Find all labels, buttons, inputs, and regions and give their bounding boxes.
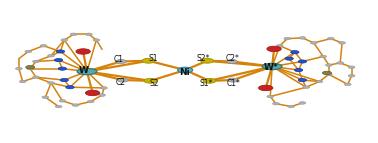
Circle shape	[40, 44, 47, 47]
Text: Ni: Ni	[180, 68, 190, 77]
Circle shape	[201, 58, 214, 63]
Text: C1*: C1*	[227, 79, 240, 88]
Circle shape	[99, 94, 105, 96]
Text: S2*: S2*	[197, 54, 210, 63]
Circle shape	[299, 37, 306, 39]
Circle shape	[325, 73, 332, 76]
Circle shape	[339, 42, 345, 44]
Text: S2: S2	[149, 79, 159, 88]
Circle shape	[337, 62, 344, 64]
Circle shape	[227, 59, 237, 63]
Circle shape	[33, 76, 39, 79]
Circle shape	[56, 50, 65, 53]
Circle shape	[101, 87, 107, 89]
Circle shape	[85, 90, 100, 96]
Circle shape	[76, 49, 90, 54]
Circle shape	[144, 78, 157, 83]
Circle shape	[320, 55, 327, 58]
Circle shape	[267, 95, 274, 98]
Text: C2*: C2*	[226, 54, 239, 63]
Circle shape	[116, 59, 126, 63]
Circle shape	[348, 66, 355, 68]
Circle shape	[284, 37, 291, 40]
Circle shape	[27, 67, 34, 70]
Circle shape	[299, 102, 306, 104]
Circle shape	[276, 44, 283, 47]
Circle shape	[294, 68, 303, 72]
Circle shape	[344, 83, 351, 86]
Circle shape	[348, 75, 355, 77]
Circle shape	[61, 39, 68, 41]
Circle shape	[273, 102, 279, 105]
Circle shape	[72, 104, 79, 106]
Circle shape	[310, 42, 317, 44]
Circle shape	[316, 80, 323, 83]
Circle shape	[298, 60, 307, 63]
Text: C1: C1	[114, 55, 124, 64]
Circle shape	[42, 96, 49, 99]
Text: C2: C2	[115, 79, 125, 87]
Circle shape	[54, 58, 63, 62]
Circle shape	[25, 50, 32, 53]
Circle shape	[48, 82, 54, 84]
Circle shape	[93, 39, 100, 41]
Circle shape	[325, 64, 332, 66]
Circle shape	[298, 79, 307, 82]
Circle shape	[118, 78, 128, 82]
Circle shape	[87, 100, 94, 103]
Circle shape	[267, 46, 281, 52]
Circle shape	[60, 79, 68, 82]
Circle shape	[303, 86, 310, 89]
Circle shape	[66, 86, 74, 89]
Circle shape	[327, 37, 334, 40]
Circle shape	[322, 71, 332, 75]
Circle shape	[19, 80, 26, 83]
Circle shape	[15, 67, 22, 70]
Circle shape	[55, 105, 62, 108]
Text: S1: S1	[148, 54, 158, 63]
Ellipse shape	[77, 68, 97, 75]
Circle shape	[58, 67, 67, 70]
Circle shape	[26, 65, 35, 69]
Circle shape	[178, 67, 193, 73]
Ellipse shape	[262, 63, 282, 70]
Text: S1*: S1*	[199, 80, 213, 88]
Circle shape	[259, 85, 273, 91]
Circle shape	[288, 105, 294, 108]
Circle shape	[228, 78, 238, 82]
Text: W: W	[79, 66, 89, 75]
Circle shape	[70, 33, 77, 36]
Circle shape	[285, 57, 293, 60]
Circle shape	[85, 33, 92, 36]
Circle shape	[59, 100, 66, 102]
Text: W*: W*	[264, 63, 279, 72]
Circle shape	[48, 54, 54, 57]
Circle shape	[203, 78, 216, 83]
Circle shape	[33, 60, 39, 63]
Circle shape	[142, 58, 155, 63]
Circle shape	[291, 51, 299, 54]
